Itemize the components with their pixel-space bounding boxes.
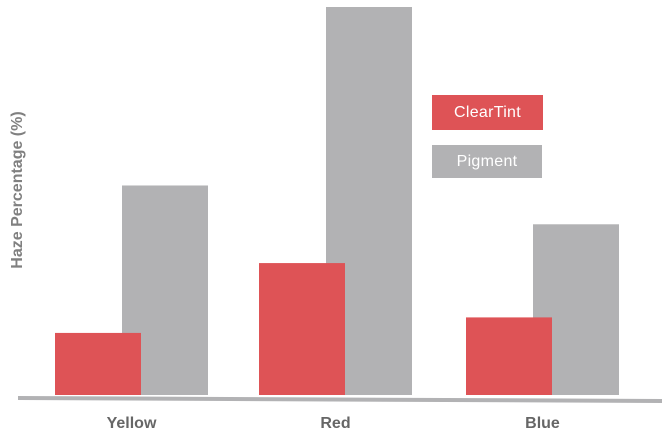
- x-axis-line: [17, 396, 663, 403]
- x-tick-labels: Yellow Red Blue: [107, 415, 560, 432]
- bars-group: [55, 7, 619, 395]
- bar-cleartint-red: [259, 263, 345, 395]
- bar-cleartint-blue: [466, 317, 552, 395]
- x-tick-label-blue: Blue: [525, 415, 560, 432]
- legend-cleartint-label: ClearTint: [453, 103, 521, 121]
- y-axis-label: Haze Percentage (%): [9, 111, 26, 269]
- x-tick-label-red: Red: [320, 415, 350, 432]
- bar-cleartint-yellow: [55, 332, 141, 395]
- legend-pigment-label: Pigment: [456, 152, 518, 170]
- legend-cleartint: ClearTint: [432, 95, 543, 130]
- x-tick-label-yellow: Yellow: [107, 415, 157, 432]
- legend-pigment: Pigment: [432, 145, 542, 178]
